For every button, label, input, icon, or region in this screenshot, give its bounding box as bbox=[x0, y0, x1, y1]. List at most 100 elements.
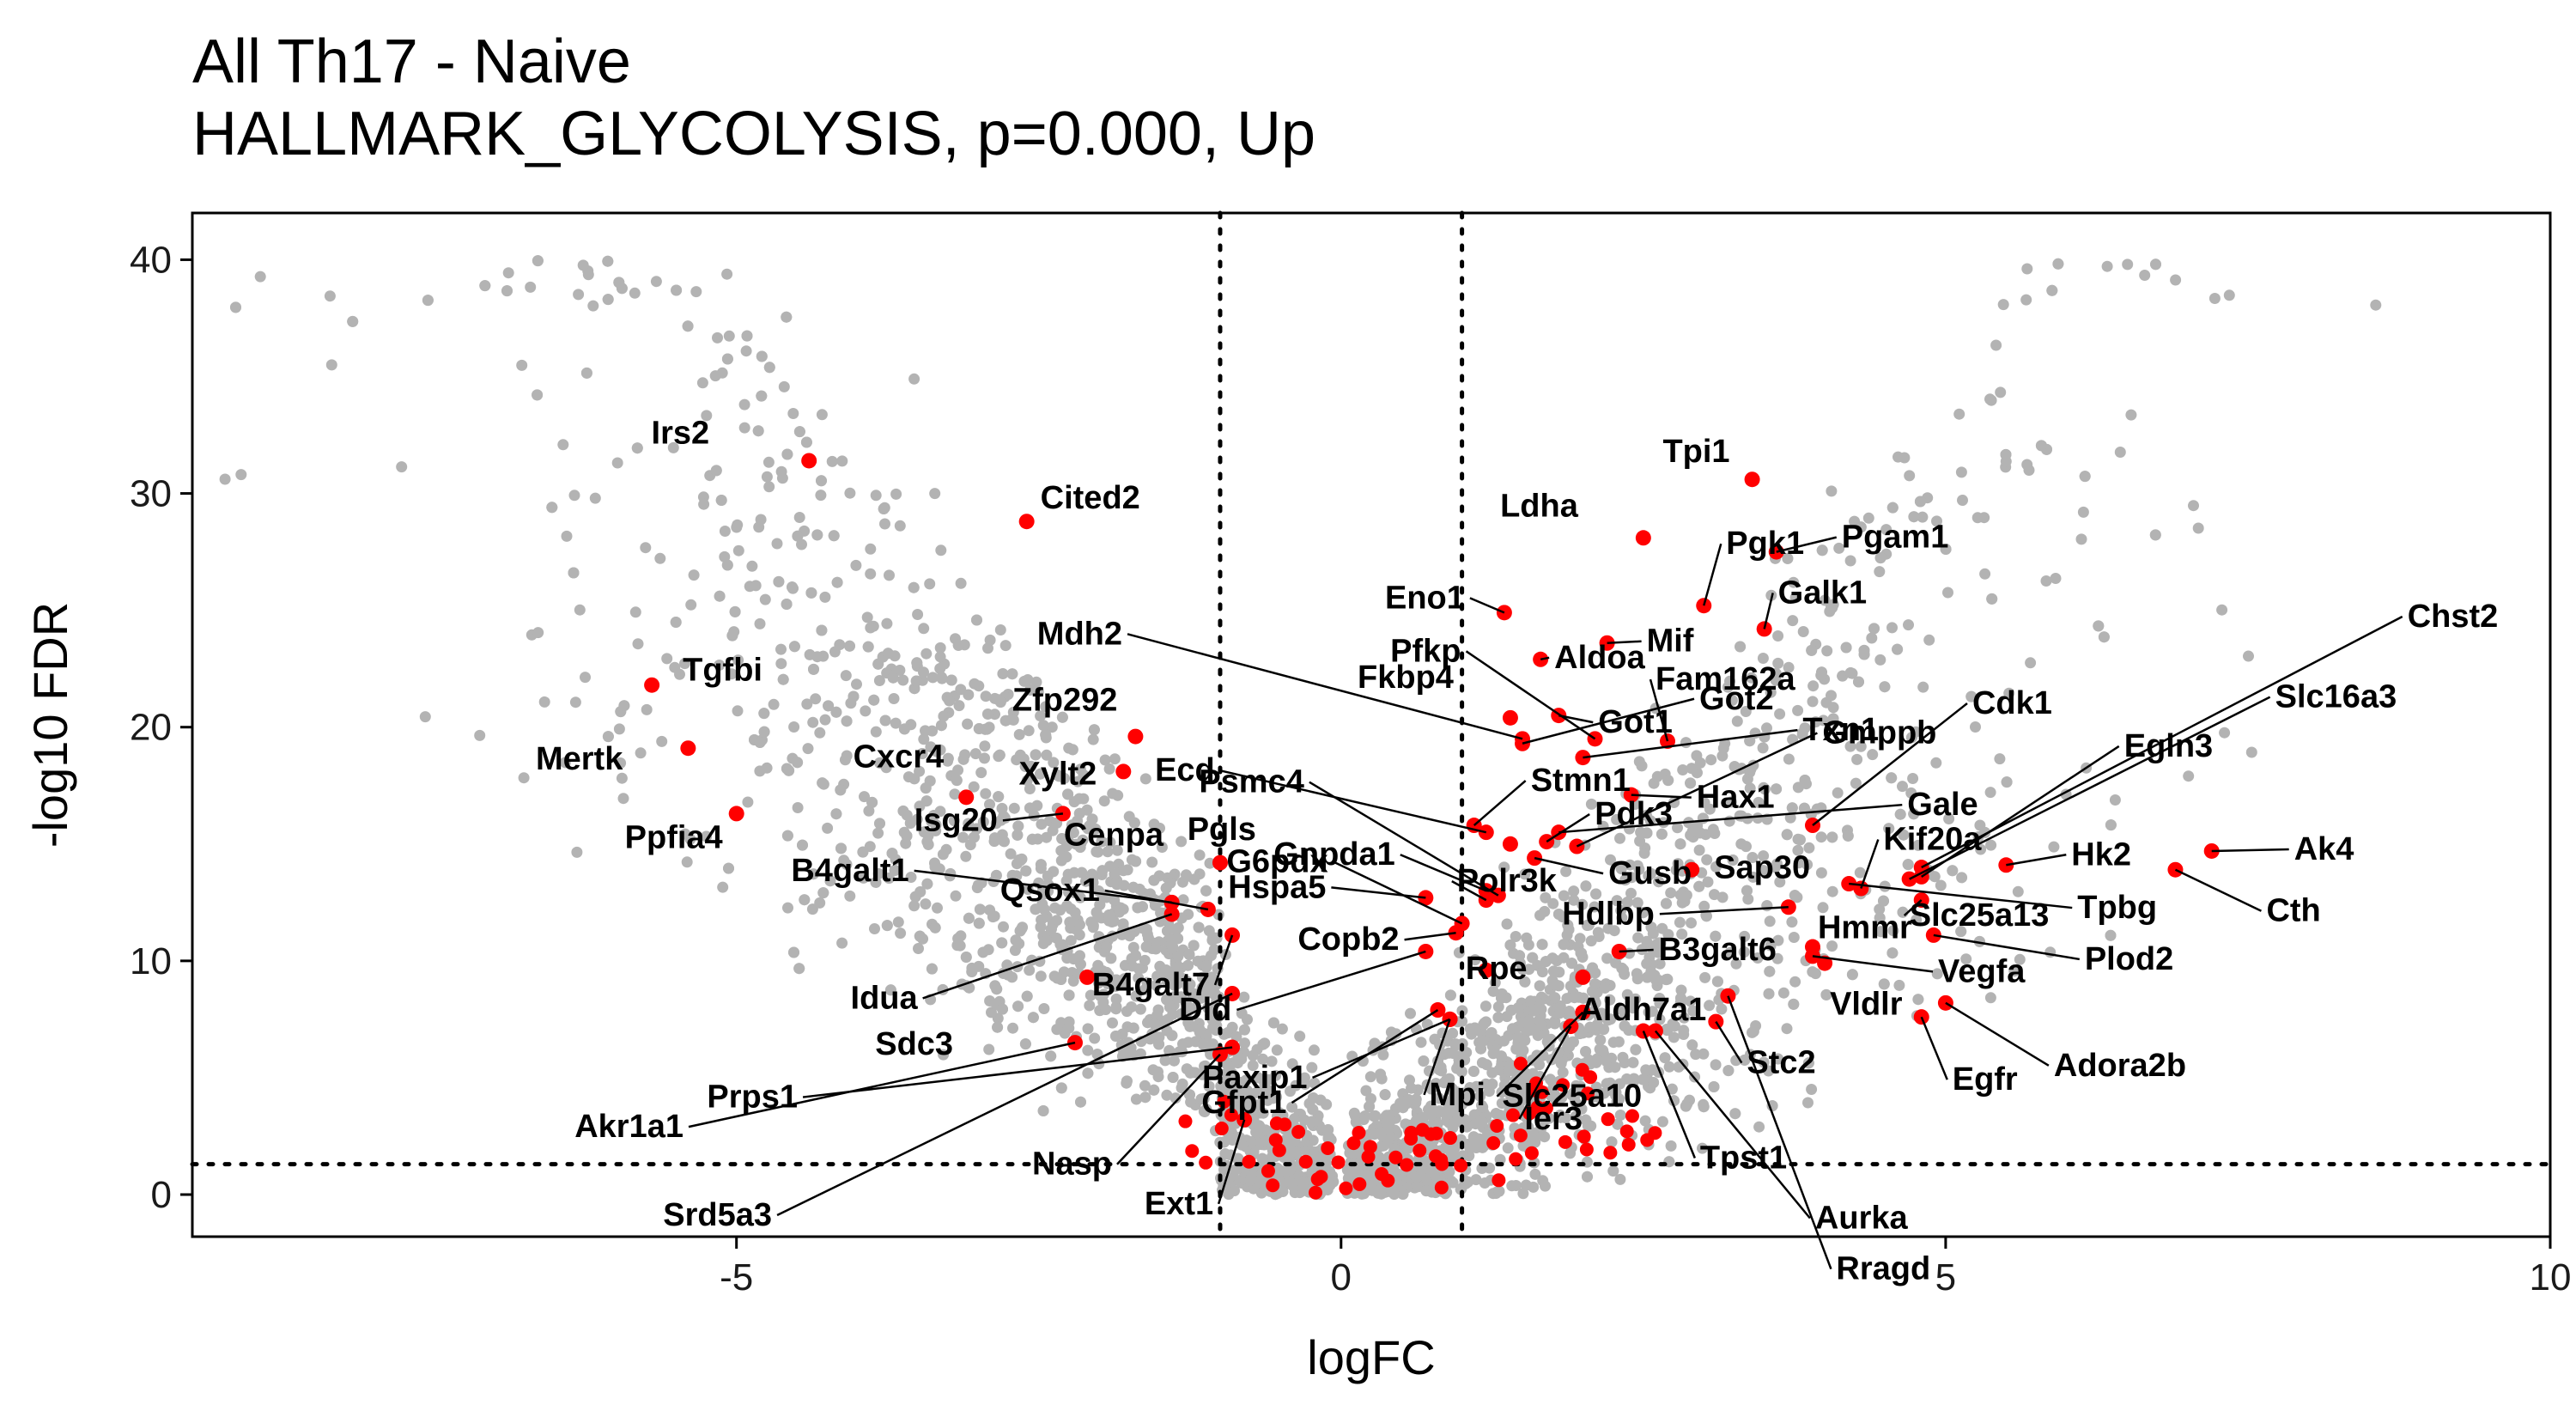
pathway-point bbox=[1331, 1155, 1346, 1170]
background-point bbox=[858, 872, 870, 884]
background-point bbox=[1167, 1008, 1179, 1020]
background-point bbox=[1931, 968, 1943, 980]
background-point bbox=[994, 696, 1006, 708]
background-point bbox=[888, 693, 900, 704]
background-point bbox=[1914, 496, 1926, 508]
background-point bbox=[1772, 657, 1784, 669]
background-point bbox=[732, 654, 744, 666]
background-point bbox=[991, 983, 1003, 995]
background-point bbox=[532, 627, 544, 639]
background-point bbox=[1051, 769, 1063, 781]
background-point bbox=[719, 526, 731, 537]
gene-label-zfp292: Zfp292 bbox=[1012, 683, 1117, 719]
background-point bbox=[1680, 1100, 1692, 1112]
background-point bbox=[1255, 1176, 1267, 1187]
background-point bbox=[1492, 1012, 1504, 1024]
background-point bbox=[1037, 1105, 1049, 1116]
background-point bbox=[615, 757, 627, 769]
background-point bbox=[631, 442, 643, 454]
background-point bbox=[1297, 1176, 1309, 1188]
background-point bbox=[1552, 909, 1564, 920]
background-point bbox=[557, 439, 569, 451]
background-point bbox=[1549, 1018, 1561, 1030]
background-point bbox=[983, 1043, 995, 1055]
background-point bbox=[1617, 1051, 1629, 1063]
background-point bbox=[1239, 1037, 1250, 1049]
background-point bbox=[866, 796, 878, 808]
gene-label-cxcr4: Cxcr4 bbox=[854, 739, 945, 775]
background-point bbox=[1583, 919, 1595, 931]
background-point bbox=[1134, 1003, 1146, 1015]
background-point bbox=[924, 578, 936, 590]
background-point bbox=[1903, 619, 1914, 631]
background-point bbox=[1700, 910, 1712, 922]
background-point bbox=[1013, 728, 1025, 740]
background-point bbox=[1250, 1086, 1262, 1098]
gene-label-b3galt6: B3galt6 bbox=[1659, 932, 1777, 968]
background-point bbox=[1069, 907, 1081, 919]
background-point bbox=[973, 917, 985, 929]
background-point bbox=[781, 599, 793, 610]
background-point bbox=[799, 894, 811, 906]
background-point bbox=[869, 923, 880, 934]
background-point bbox=[1631, 897, 1643, 909]
background-point bbox=[710, 465, 722, 477]
background-point bbox=[1634, 835, 1646, 847]
background-point bbox=[716, 367, 728, 379]
background-point bbox=[994, 624, 1006, 636]
background-point bbox=[1955, 466, 1967, 478]
pathway-point bbox=[1443, 1131, 1457, 1146]
background-point bbox=[1592, 1055, 1604, 1067]
background-point bbox=[1956, 872, 1968, 884]
background-point bbox=[2052, 258, 2064, 270]
background-point bbox=[1540, 891, 1552, 903]
background-point bbox=[828, 530, 840, 542]
y-tick-label: 30 bbox=[130, 473, 172, 515]
background-point bbox=[1691, 750, 1703, 762]
background-point bbox=[1844, 740, 1856, 752]
background-point bbox=[1101, 941, 1113, 953]
background-point bbox=[1625, 1000, 1637, 1012]
background-point bbox=[1030, 903, 1042, 915]
background-point bbox=[1161, 1089, 1173, 1101]
background-point bbox=[792, 530, 804, 542]
background-point bbox=[746, 560, 758, 572]
background-point bbox=[1722, 1065, 1735, 1077]
background-point bbox=[850, 559, 862, 571]
background-point bbox=[546, 502, 558, 514]
gene-label-akr1a1: Akr1a1 bbox=[574, 1109, 683, 1145]
background-point bbox=[1788, 576, 1800, 588]
background-point bbox=[1167, 941, 1179, 953]
background-point bbox=[1082, 1067, 1094, 1079]
background-point bbox=[1654, 958, 1666, 970]
background-point bbox=[908, 373, 920, 385]
background-point bbox=[1878, 978, 1890, 990]
background-point bbox=[783, 764, 795, 776]
background-point bbox=[1985, 839, 1997, 851]
background-point bbox=[1124, 930, 1136, 942]
background-point bbox=[1119, 973, 1130, 985]
background-point bbox=[1139, 1092, 1151, 1104]
background-point bbox=[1907, 773, 1919, 784]
background-point bbox=[2109, 794, 2121, 806]
background-point bbox=[580, 672, 591, 684]
background-point bbox=[999, 836, 1010, 848]
background-point bbox=[1753, 1121, 1765, 1133]
background-point bbox=[1818, 715, 1829, 727]
background-point bbox=[992, 1021, 1004, 1033]
background-point bbox=[1364, 1101, 1376, 1112]
background-point bbox=[1772, 630, 1784, 642]
background-point bbox=[816, 475, 827, 487]
background-point bbox=[1200, 885, 1212, 897]
background-point bbox=[808, 663, 819, 675]
background-point bbox=[502, 267, 514, 279]
gene-label-aurka: Aurka bbox=[1815, 1201, 1909, 1237]
background-point bbox=[1798, 802, 1810, 814]
gene-label-xylt2: Xylt2 bbox=[1018, 756, 1097, 792]
background-point bbox=[844, 890, 856, 902]
background-point bbox=[930, 824, 942, 836]
background-point bbox=[788, 641, 800, 653]
pathway-point bbox=[1310, 1172, 1325, 1187]
background-point bbox=[721, 559, 733, 571]
pathway-point bbox=[1185, 1144, 1200, 1159]
